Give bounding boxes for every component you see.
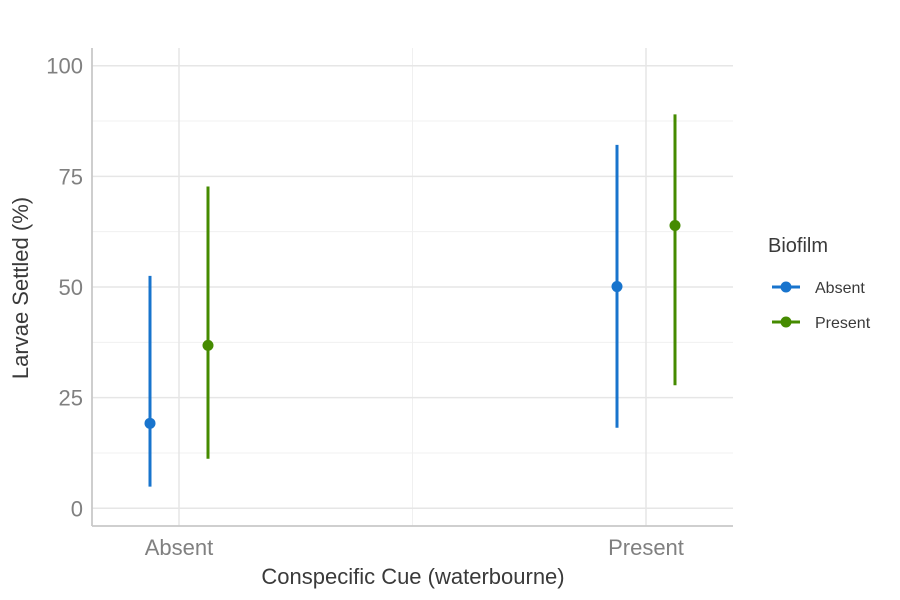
data-point [611,281,623,293]
legend-item: Present [772,315,871,332]
series-absent [144,144,623,487]
series-present [202,114,681,459]
y-tick-label: 50 [59,275,83,300]
legend-label: Present [815,315,871,332]
x-axis-title: Conspecific Cue (waterbourne) [261,564,564,589]
y-tick-label: 0 [71,496,83,521]
y-tick-label: 75 [59,164,83,189]
x-tick-labels: Absent Present [145,535,684,560]
y-tick-label: 25 [59,386,83,411]
y-axis-title: Larvae Settled (%) [8,197,33,379]
x-tick-label: Present [608,535,684,560]
legend-key-point [780,316,792,328]
y-tick-label: 100 [46,54,83,79]
legend-key-point [780,281,792,293]
legend-items: Absent Present [772,280,871,332]
data-series [144,114,681,487]
y-tick-labels: 0 25 50 75 100 [46,54,83,522]
data-point [202,339,214,351]
legend-title: Biofilm [768,235,828,257]
legend: Biofilm Absent Present [768,235,871,332]
data-point [144,417,156,429]
legend-item: Absent [772,280,865,297]
axes [91,48,733,527]
x-tick-label: Absent [145,535,214,560]
data-point [669,219,681,231]
grid [92,48,733,526]
legend-label: Absent [815,280,865,297]
